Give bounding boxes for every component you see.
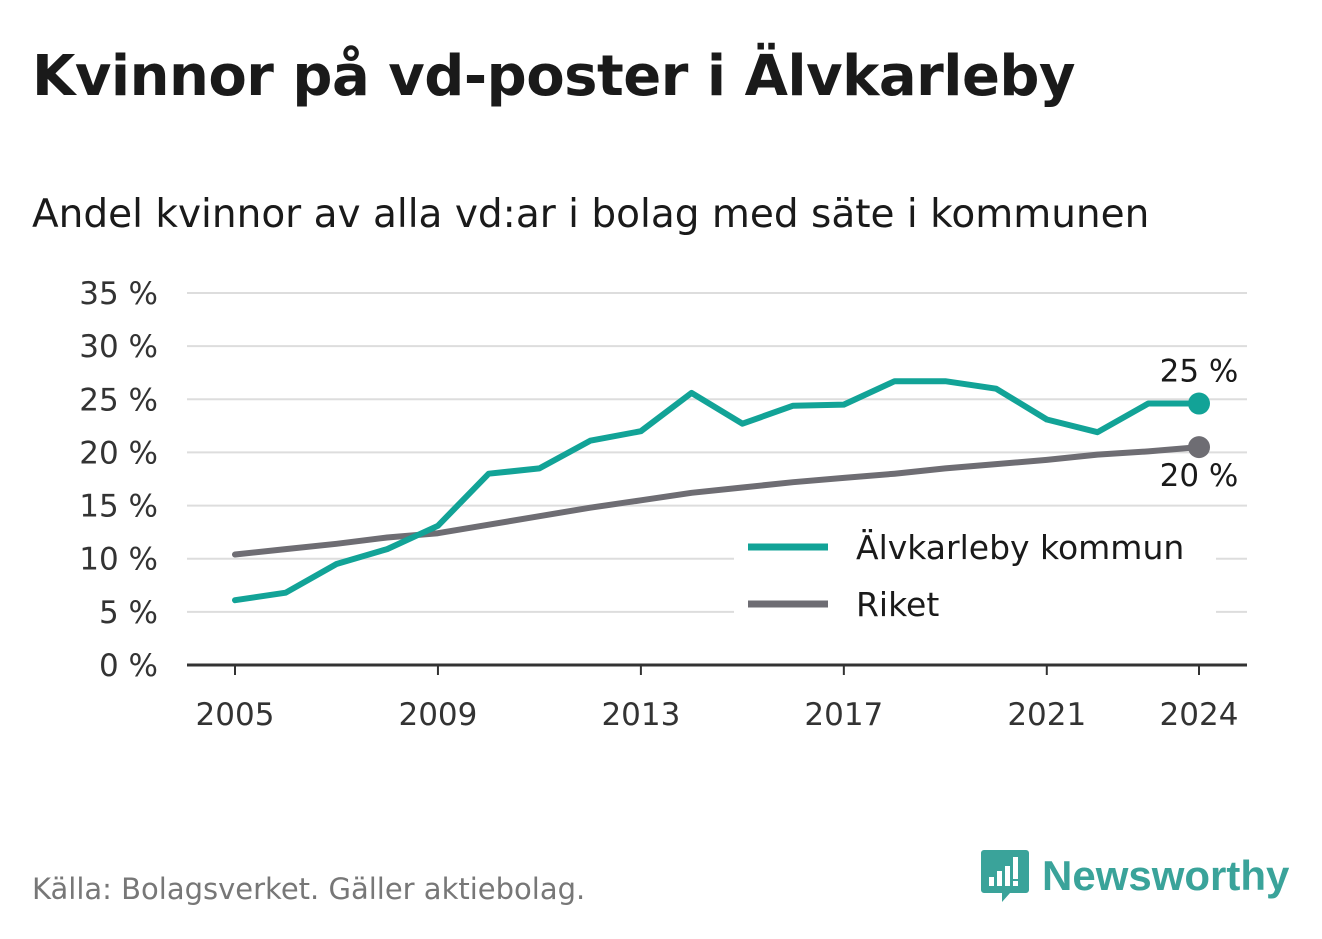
- y-tick-label: 5 %: [99, 595, 158, 631]
- x-tick-label: 2005: [196, 697, 275, 733]
- end-label-alvkarleby: 25 %: [1160, 354, 1239, 390]
- end-label-riket: 20 %: [1160, 458, 1239, 494]
- y-tick-label: 15 %: [79, 489, 158, 525]
- series-line-alvkarleby: [232, 378, 1202, 604]
- legend-background: [734, 518, 1216, 630]
- y-tick-label: 10 %: [79, 542, 158, 578]
- brand-name: Newsworthy: [1042, 852, 1290, 899]
- x-tick-label: 2013: [601, 697, 680, 733]
- chart-bubble-icon: [981, 850, 1029, 902]
- x-tick-label: 2009: [398, 697, 477, 733]
- y-tick-label: 30 %: [79, 329, 158, 365]
- legend: Älvkarleby kommun Riket: [734, 518, 1216, 630]
- x-tick-label: 2017: [804, 697, 883, 733]
- y-axis-ticks: 0 % 5 % 10 % 15 % 20 % 25 % 30 % 35 %: [79, 276, 158, 684]
- y-tick-label: 35 %: [79, 276, 158, 312]
- x-axis: 2005 2009 2013 2017 2021 2024: [187, 663, 1247, 733]
- x-tick-label: 2024: [1160, 697, 1239, 733]
- chart-subtitle: Andel kvinnor av alla vd:ar i bolag med …: [32, 192, 1150, 237]
- y-tick-label: 20 %: [79, 435, 158, 471]
- chart-title: Kvinnor på vd-poster i Älvkarleby: [32, 44, 1076, 109]
- y-tick-label: 25 %: [79, 382, 158, 418]
- x-tick-label: 2021: [1007, 697, 1086, 733]
- end-point-alvkarleby: [1188, 392, 1210, 415]
- source-note: Källa: Bolagsverket. Gäller aktiebolag.: [32, 872, 586, 906]
- series-line-riket: [232, 444, 1202, 558]
- legend-label: Riket: [856, 585, 939, 624]
- grid-lines: [187, 292, 1247, 613]
- newsworthy-logo[interactable]: Newsworthy: [980, 848, 1289, 904]
- end-point-riket: [1188, 436, 1210, 459]
- series-lines: 20 % 25 %: [232, 354, 1239, 604]
- legend-label: Älvkarleby kommun: [856, 528, 1184, 567]
- y-tick-label: 0 %: [99, 648, 158, 684]
